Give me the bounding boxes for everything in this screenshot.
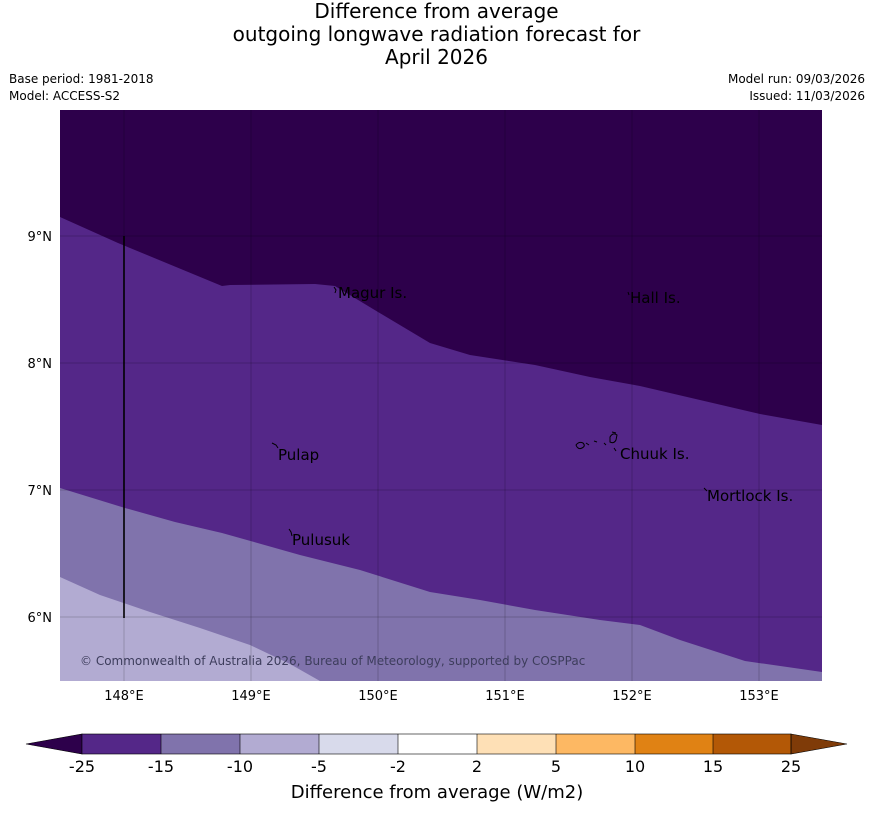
colorbar-tick-label: 2	[472, 757, 482, 776]
place-label-pulap: Pulap	[278, 446, 319, 464]
lon-tick-label: 149°E	[231, 689, 271, 704]
colorbar-bin	[240, 734, 319, 754]
meta-right: Model run: 09/03/2026 Issued: 11/03/2026	[728, 71, 865, 105]
colorbar-tick-labels: -25 -15 -10 -5 -2 2 5 10 15 25	[69, 757, 801, 776]
meta-left: Base period: 1981-2018 Model: ACCESS-S2	[9, 71, 154, 105]
place-label-magur: Magur Is.	[338, 284, 407, 302]
colorbar-bin	[319, 734, 398, 754]
colorbar-tick-label: 15	[703, 757, 723, 776]
lon-tick-label: 152°E	[612, 689, 652, 704]
colorbar-tick-label: 10	[625, 757, 645, 776]
model-name: Model: ACCESS-S2	[9, 89, 121, 103]
title-line-2: outgoing longwave radiation forecast for	[232, 22, 641, 46]
colorbar-tick-label: -5	[311, 757, 327, 776]
lon-axis: 148°E 149°E 150°E 151°E 152°E 153°E	[104, 689, 779, 704]
place-labels: Magur Is. Hall Is. Pulap Chuuk Is. Mortl…	[278, 284, 793, 549]
island-mortlock	[703, 487, 708, 492]
lon-tick-label: 151°E	[485, 689, 525, 704]
title-line-1: Difference from average	[314, 0, 559, 23]
map-title: Difference from average outgoing longwav…	[0, 0, 873, 69]
island-pulap	[271, 442, 279, 449]
colorbar-tick-label: 25	[781, 757, 801, 776]
lon-tick-label: 148°E	[104, 689, 144, 704]
colorbar-dividers	[160, 734, 714, 754]
colorbar-under-triangle	[25, 733, 83, 755]
colorbar-bin	[161, 734, 240, 754]
map-area	[60, 110, 822, 681]
place-label-hall: Hall Is.	[630, 289, 681, 307]
island-chuuk	[575, 431, 618, 452]
colorbar: -25 -15 -10 -5 -2 2 5 10 15 25 Differenc…	[25, 733, 848, 803]
colorbar-bin	[82, 734, 161, 754]
copyright-text: © Commonwealth of Australia 2026, Bureau…	[80, 654, 585, 668]
lat-axis: 9°N 8°N 7°N 6°N	[28, 230, 53, 626]
colorbar-bin	[713, 734, 791, 754]
lat-tick-label: 7°N	[28, 484, 53, 499]
colorbar-over-triangle	[790, 733, 848, 755]
colorbar-tick-label: -10	[227, 757, 253, 776]
colorbar-bin	[398, 734, 477, 754]
island-hall	[627, 291, 630, 296]
place-label-mortlock: Mortlock Is.	[707, 487, 793, 505]
colorbar-bin	[556, 734, 635, 754]
lat-tick-label: 8°N	[28, 357, 53, 372]
colorbar-bin	[477, 734, 556, 754]
colorbar-tick-label: -25	[69, 757, 95, 776]
band-minus-10-to-minus-5	[60, 577, 320, 681]
issued-date: Issued: 11/03/2026	[749, 89, 865, 103]
band-minus-15-to-minus-10	[60, 488, 822, 681]
colorbar-title: Difference from average (W/m2)	[291, 782, 583, 803]
model-run: Model run: 09/03/2026	[727, 72, 865, 86]
title-line-3: April 2026	[385, 45, 488, 69]
lat-tick-label: 6°N	[28, 611, 53, 626]
colorbar-tick-label: -2	[390, 757, 406, 776]
island-pulusuk	[288, 528, 293, 537]
place-label-pulusuk: Pulusuk	[292, 531, 350, 549]
lon-tick-label: 150°E	[358, 689, 398, 704]
lat-tick-label: 9°N	[28, 230, 53, 245]
base-period: Base period: 1981-2018	[9, 72, 154, 86]
colorbar-tick-label: 5	[551, 757, 561, 776]
island-magur	[333, 286, 337, 294]
lon-tick-label: 153°E	[739, 689, 779, 704]
place-label-chuuk: Chuuk Is.	[620, 445, 689, 463]
colorbar-bin	[635, 734, 713, 754]
colorbar-tick-label: -15	[148, 757, 174, 776]
islands	[271, 286, 708, 537]
colorbar-frame	[81, 733, 792, 755]
